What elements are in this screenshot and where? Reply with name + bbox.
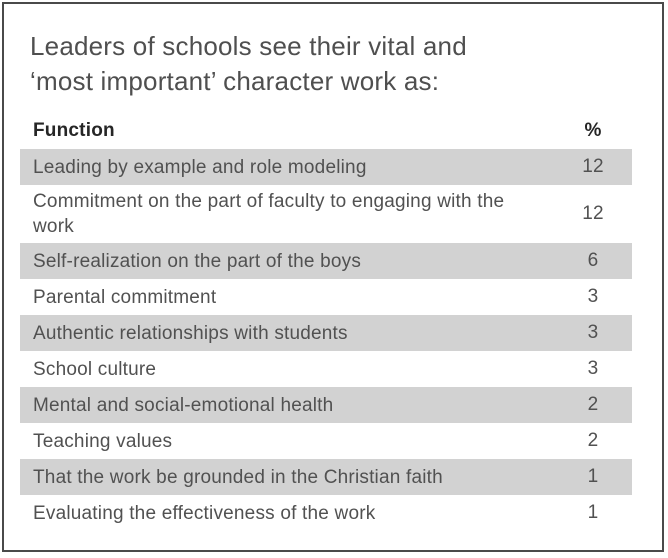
table-row: School culture 3 — [20, 351, 632, 387]
function-cell: Teaching values — [33, 430, 173, 452]
table-row: Parental commitment 3 — [20, 279, 632, 315]
function-cell: Commitment on the part of faculty to eng… — [33, 191, 505, 237]
function-cell: Authentic relationships with students — [33, 322, 348, 344]
function-cell: Parental commitment — [33, 286, 217, 308]
function-cell: Leading by example and role modeling — [33, 156, 367, 178]
figure-frame: Leaders of schools see their vital and ‘… — [2, 2, 664, 552]
title-line-1: Leaders of schools see their vital and — [30, 31, 467, 61]
percent-cell: 3 — [587, 358, 599, 379]
table-row: Leading by example and role modeling 12 — [20, 149, 632, 185]
percent-cell: 2 — [587, 394, 599, 415]
table-row: Evaluating the effectiveness of the work… — [20, 495, 632, 531]
function-table: Function % Leading by example and role m… — [20, 112, 632, 531]
percent-cell: 6 — [587, 250, 599, 271]
table-row: Teaching values 2 — [20, 423, 632, 459]
figure-title: Leaders of schools see their vital and ‘… — [30, 29, 642, 99]
title-line-2: ‘most important’ character work as: — [30, 66, 440, 96]
function-cell: That the work be grounded in the Christi… — [33, 466, 443, 488]
table-row: Commitment on the part of faculty to eng… — [20, 185, 632, 243]
percent-cell: 1 — [587, 466, 599, 487]
percent-cell: 3 — [587, 322, 599, 343]
function-cell: School culture — [33, 358, 157, 380]
function-cell: Mental and social-emotional health — [33, 394, 334, 416]
table-row: That the work be grounded in the Christi… — [20, 459, 632, 495]
table-header-row: Function % — [20, 112, 632, 149]
percent-cell: 1 — [587, 502, 599, 523]
table-row: Authentic relationships with students 3 — [20, 315, 632, 351]
table-row: Self-realization on the part of the boys… — [20, 243, 632, 279]
table-row: Mental and social-emotional health 2 — [20, 387, 632, 423]
function-cell: Evaluating the effectiveness of the work — [33, 502, 376, 524]
percent-cell: 12 — [582, 203, 604, 224]
percent-cell: 3 — [587, 286, 599, 307]
percent-cell: 2 — [587, 430, 599, 451]
column-header-function: Function — [33, 120, 115, 141]
function-cell: Self-realization on the part of the boys — [33, 250, 362, 272]
column-header-percent: % — [584, 119, 602, 141]
percent-cell: 12 — [582, 156, 604, 177]
